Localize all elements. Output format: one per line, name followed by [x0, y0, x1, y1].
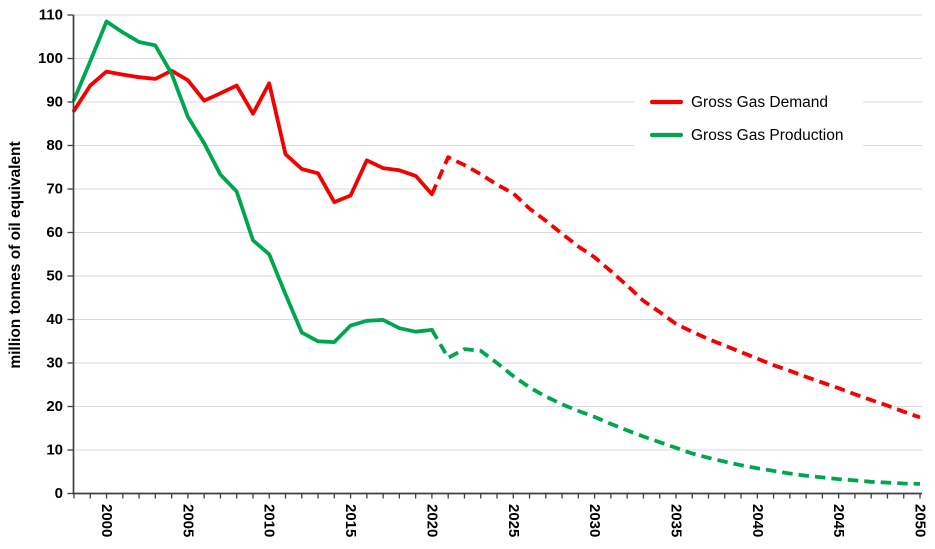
y-tick-label: 10 — [46, 442, 63, 459]
y-tick-label: 50 — [46, 268, 63, 285]
gridlines — [73, 14, 922, 451]
x-axis-labels: 2000 2005 2010 2015 2020 2025 2030 2035 2040 2045… — [98, 504, 928, 537]
x-tick-label: 2000 — [98, 504, 115, 537]
x-tick-label: 2045 — [830, 504, 847, 537]
y-tick-label: 100 — [38, 50, 63, 67]
series-lines — [72, 19, 921, 486]
y-tick-label: 0 — [55, 485, 63, 502]
x-tick-label: 2035 — [667, 504, 684, 537]
legend-box — [634, 82, 863, 153]
y-tick-label: 110 — [39, 7, 63, 24]
x-tick-label: 2040 — [749, 504, 766, 537]
legend: Gross Gas Demand Gross Gas Production — [649, 94, 843, 144]
x-tick-label: 2010 — [261, 504, 278, 537]
series-production-historic — [72, 19, 434, 345]
x-tick-label: 2020 — [423, 504, 440, 537]
series-demand-projection — [430, 155, 921, 420]
x-tick-label: 2025 — [505, 504, 522, 537]
series-demand-historic — [72, 68, 434, 205]
x-tick-label: 2050 — [912, 504, 929, 537]
legend-label-production: Gross Gas Production — [691, 127, 843, 144]
y-axis-title: million tonnes of oil equivalent — [7, 141, 24, 368]
x-tick-label: 2005 — [179, 504, 196, 537]
y-axis-labels: 0 10 20 30 40 50 60 70 80 90 100 110 — [38, 7, 63, 503]
series-production-projection — [430, 328, 921, 486]
x-tick-label: 2030 — [586, 504, 603, 537]
legend-background — [634, 82, 863, 153]
legend-label-demand: Gross Gas Demand — [691, 94, 828, 111]
x-tick-label: 2015 — [342, 504, 359, 537]
y-tick-label: 20 — [46, 398, 63, 415]
y-tick-label: 70 — [46, 181, 63, 198]
y-tick-label: 60 — [46, 224, 63, 241]
y-tick-label: 40 — [46, 311, 63, 328]
y-tick-label: 90 — [46, 94, 63, 111]
y-tick-label: 30 — [46, 355, 63, 372]
axes — [67, 14, 922, 499]
y-tick-label: 80 — [46, 137, 63, 154]
